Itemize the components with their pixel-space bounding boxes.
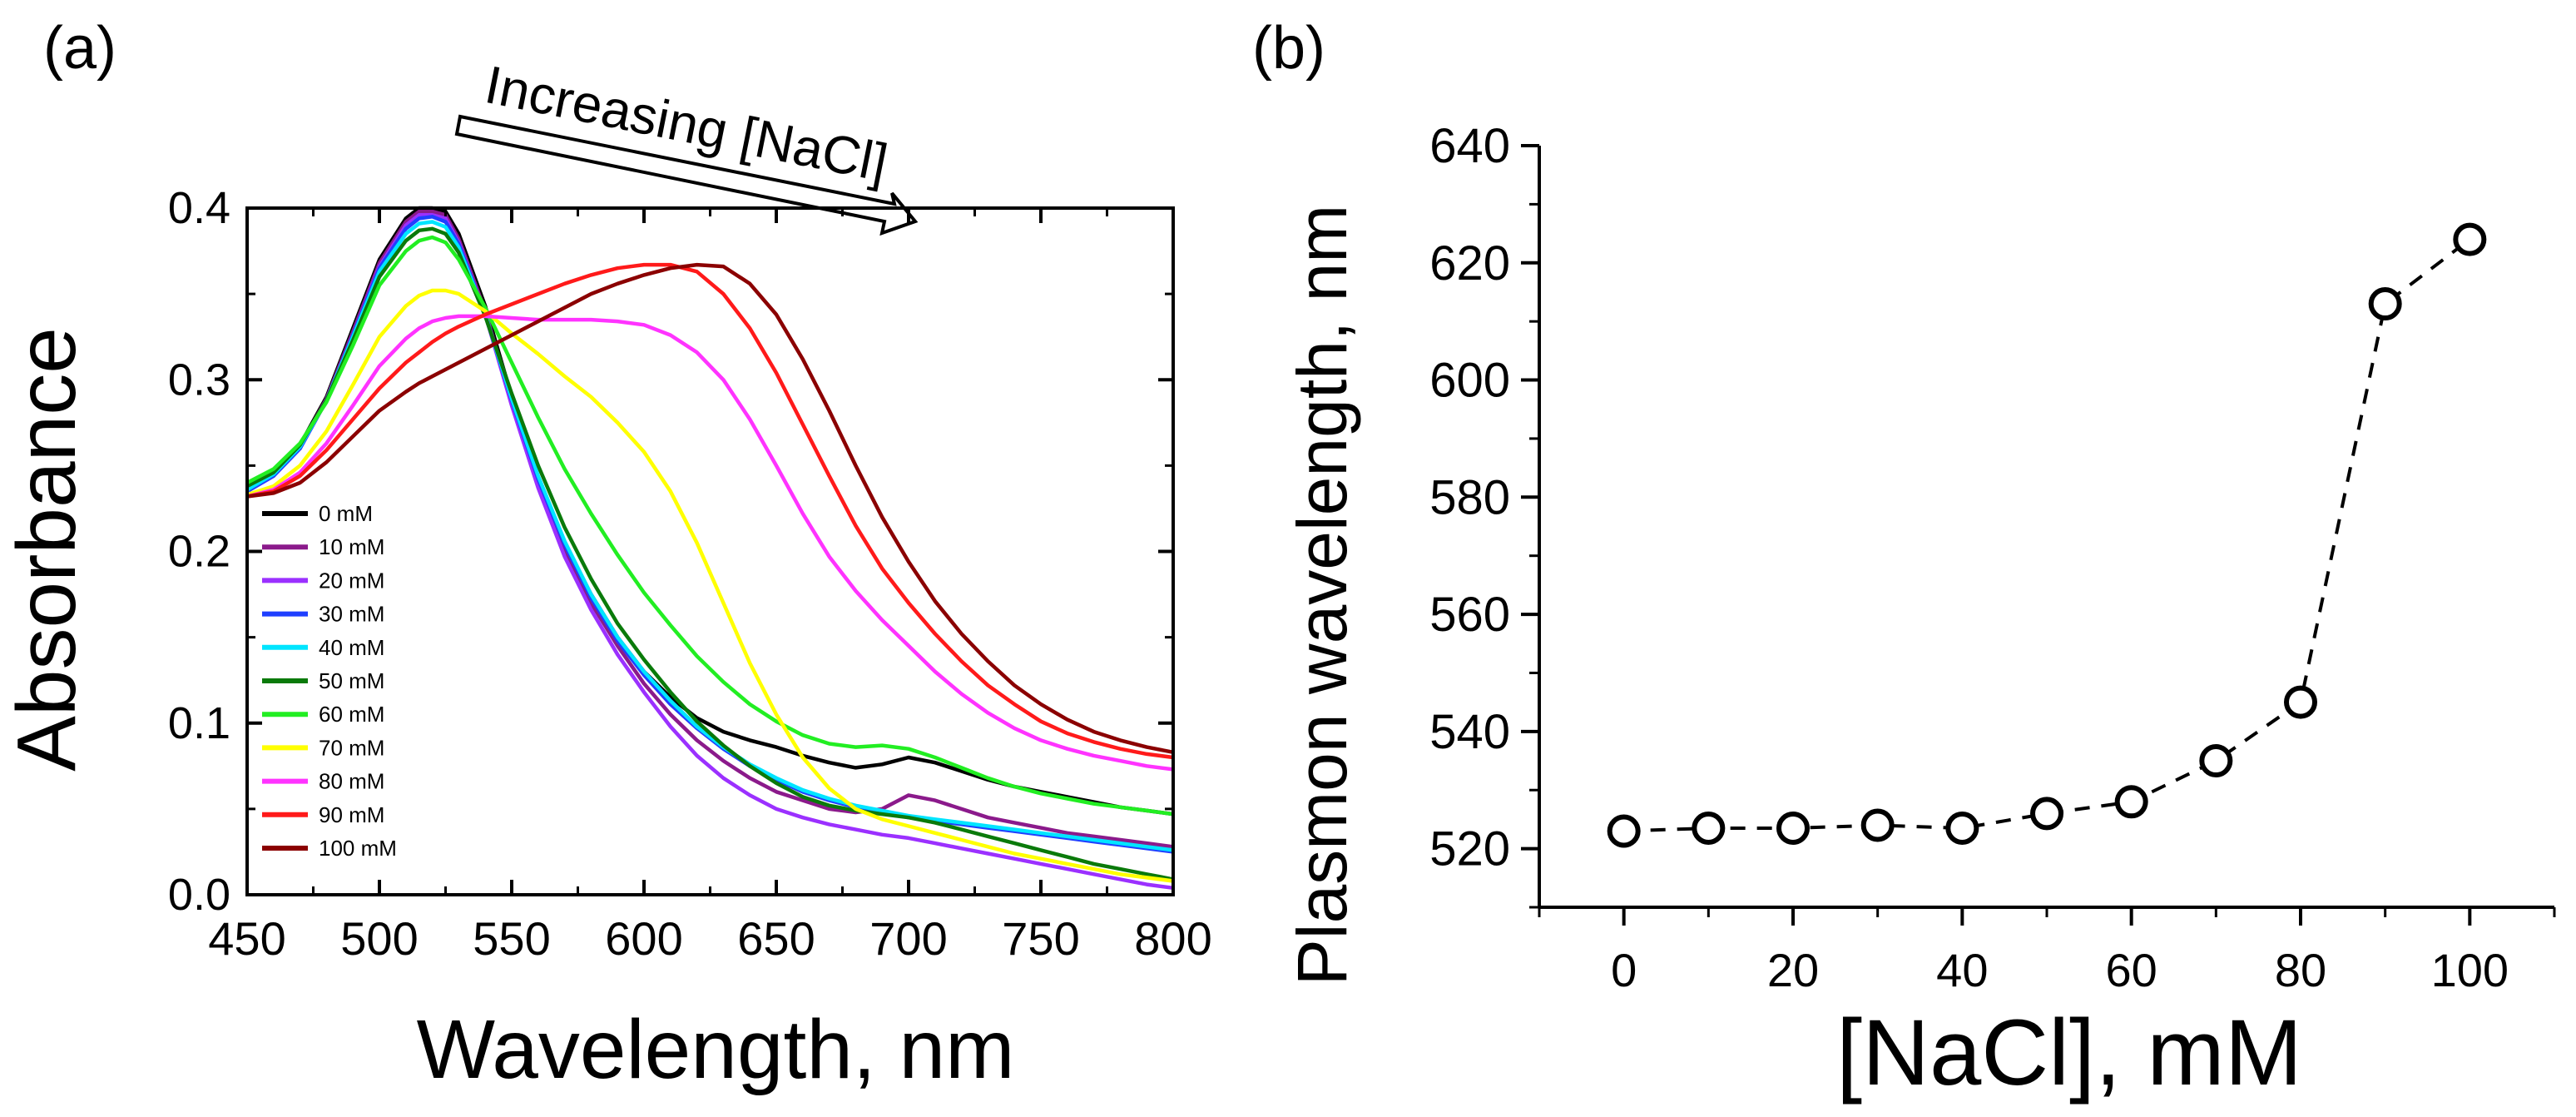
- panel-b-x-tick-label: 100: [2431, 944, 2509, 996]
- plasmon-dashed-line: [1623, 238, 2471, 833]
- panel-b-x-tick-label: 40: [1936, 944, 1988, 996]
- plasmon-point-70mM: [2199, 744, 2233, 778]
- curve-40-mm: [245, 220, 1174, 852]
- plasmon-point-40mM: [1945, 811, 1979, 845]
- panel-b-x-tick-label: 60: [2106, 944, 2157, 996]
- panel-b-plasmon-chart: (b) 0 20 40 60 80 100 520 540 560 580 600 620 640 Pl…: [1252, 15, 2556, 1105]
- panel-b-y-tick-label: 640: [1429, 119, 1510, 173]
- legend-label: 100 mM: [319, 836, 397, 861]
- legend-label: 0 mM: [319, 501, 373, 526]
- panel-a-legend: 0 mM 10 mM 20 mM 30 mM 40 mM 50 mM 60 mM 70 mM 8…: [262, 501, 397, 861]
- legend-label: 80 mM: [319, 769, 384, 794]
- panel-a-x-tick-label: 550: [473, 912, 550, 965]
- panel-b-y-tick-label: 620: [1429, 236, 1510, 290]
- curve-50-mm: [245, 226, 1174, 881]
- curve-10-mm: [245, 209, 1174, 849]
- panel-a-x-tick-label: 700: [869, 912, 947, 965]
- curve-0-mm: [245, 206, 1174, 817]
- legend-label: 60 mM: [319, 702, 384, 727]
- legend-label: 50 mM: [319, 668, 384, 693]
- panel-a-absorbance-chart: (a) Increasing [NaCl] 450 500 550 600 650 700…: [0, 15, 1212, 1096]
- curve-70-mm: [246, 288, 1174, 883]
- panel-a-axes: 450 500 550 600 650 700 750 800 0.0 0.1 0.2 0.3 0.4: [168, 183, 1212, 965]
- curve-20-mm: [245, 213, 1174, 891]
- curve-30-mm: [245, 215, 1174, 854]
- panel-b-y-axis-title: Plasmon wavelength, nm: [1283, 205, 1361, 985]
- panel-b-y-tick-label: 560: [1429, 588, 1510, 642]
- plasmon-point-100mM: [2453, 222, 2487, 256]
- plasmon-point-20mM: [1776, 811, 1810, 845]
- panel-a-x-tick-label: 600: [605, 912, 682, 965]
- panel-a-x-tick-label: 500: [340, 912, 418, 965]
- legend-label: 40 mM: [319, 635, 384, 660]
- panel-b-x-tick-label: 80: [2275, 944, 2326, 996]
- curve-90-mm: [246, 262, 1174, 760]
- panel-a-y-tick-label: 0.3: [168, 355, 230, 405]
- panel-a-y-axis-title: Absorbance: [0, 327, 93, 772]
- panel-b-y-tick-label: 540: [1429, 705, 1510, 759]
- panel-a-x-tick-label: 650: [737, 912, 815, 965]
- panel-b-y-tick-label: 520: [1429, 822, 1510, 876]
- panel-b-x-tick-label: 20: [1767, 944, 1819, 996]
- panel-a-x-axis-title: Wavelength, nm: [417, 1003, 1015, 1096]
- increasing-nacl-arrow: Increasing [NaCl]: [454, 54, 919, 236]
- plasmon-point-50mM: [2030, 797, 2063, 831]
- plasmon-point-90mM: [2368, 287, 2402, 321]
- legend-label: 70 mM: [319, 735, 384, 760]
- panel-b-label: (b): [1252, 15, 1325, 82]
- panel-a-label: (a): [43, 15, 116, 82]
- arrow-shape: [454, 114, 919, 236]
- panel-b-x-tick-label: 0: [1611, 944, 1637, 996]
- curve-100-mm: [246, 262, 1174, 755]
- panel-b-y-tick-label: 580: [1429, 470, 1510, 524]
- panel-b-axes: 0 20 40 60 80 100 520 540 560 580 600 620 640: [1429, 119, 2556, 996]
- curve-60-mm: [245, 235, 1174, 817]
- panel-a-y-tick-label: 0.2: [168, 527, 230, 577]
- legend-label: 10 mM: [319, 534, 384, 559]
- plasmon-point-80mM: [2284, 685, 2317, 719]
- curve-80-mm: [246, 314, 1174, 772]
- plasmon-point-60mM: [2114, 785, 2148, 819]
- plasmon-series: [1607, 222, 2487, 848]
- plasmon-point-10mM: [1692, 811, 1726, 845]
- panel-a-x-tick-label: 800: [1134, 912, 1211, 965]
- panel-a-x-tick-label: 750: [1002, 912, 1079, 965]
- absorbance-curves: [245, 206, 1174, 891]
- panel-a-x-tick-label: 450: [208, 912, 285, 965]
- legend-label: 30 mM: [319, 602, 384, 627]
- plasmon-point-0mM: [1607, 814, 1641, 848]
- legend-label: 20 mM: [319, 568, 384, 593]
- panel-a-y-tick-label: 0.1: [168, 698, 230, 748]
- legend-label: 90 mM: [319, 802, 384, 827]
- panel-a-y-tick-label: 0.0: [168, 870, 230, 920]
- panel-b-y-tick-label: 600: [1429, 354, 1510, 408]
- panel-a-y-tick-label: 0.4: [168, 183, 230, 233]
- panel-b-x-axis-title: [NaCl], mM: [1836, 1000, 2302, 1105]
- plasmon-point-30mM: [1860, 808, 1895, 842]
